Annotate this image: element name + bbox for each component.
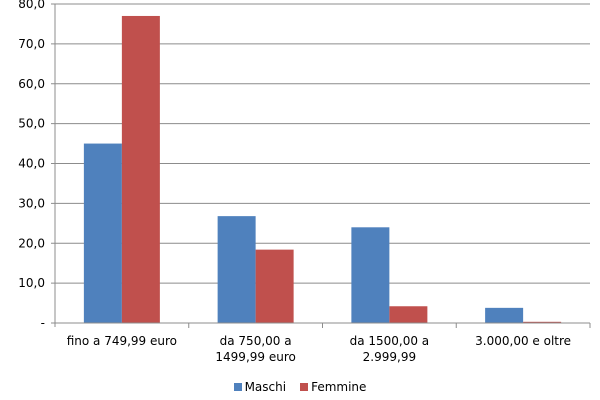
legend-swatch — [300, 383, 309, 391]
y-tick-label: 40,0 — [18, 157, 45, 171]
bar-femmine — [389, 306, 428, 323]
y-tick-label: 30,0 — [18, 196, 45, 210]
bar-femmine — [121, 15, 160, 324]
chart-legend: Maschi Femmine — [0, 380, 600, 394]
legend-label: Maschi — [244, 380, 287, 394]
legend-item: Maschi — [233, 380, 287, 394]
y-tick-label: 10,0 — [18, 276, 45, 290]
y-tick-label: 70,0 — [18, 37, 45, 51]
y-tick-label: - — [41, 316, 45, 330]
legend-swatch — [233, 383, 242, 391]
x-tick-label: 1499,99 euro — [215, 350, 295, 364]
bar-maschi — [217, 216, 256, 323]
y-tick-label: 60,0 — [18, 77, 45, 91]
bar-femmine — [523, 321, 562, 323]
legend-label: Femmine — [311, 380, 367, 394]
bar-maschi — [485, 307, 524, 323]
y-tick-label: 50,0 — [18, 117, 45, 131]
x-tick-label: da 1500,00 a — [350, 334, 430, 348]
x-tick-label: 2.999,99 — [363, 350, 416, 364]
y-tick-label: 20,0 — [18, 236, 45, 250]
y-tick-label: 80,0 — [18, 0, 45, 11]
bar-maschi — [83, 143, 122, 323]
x-tick-label: da 750,00 a — [220, 334, 292, 348]
bar-maschi — [351, 227, 390, 323]
x-tick-label: fino a 749,99 euro — [67, 334, 177, 348]
bar-femmine — [255, 249, 294, 323]
legend-item: Femmine — [300, 380, 366, 394]
x-tick-label: 3.000,00 e oltre — [475, 334, 571, 348]
bar-chart: - 10,0 20,0 30,0 40,0 50,0 60,0 70,0 80,0 fino a … — [18, 0, 591, 364]
